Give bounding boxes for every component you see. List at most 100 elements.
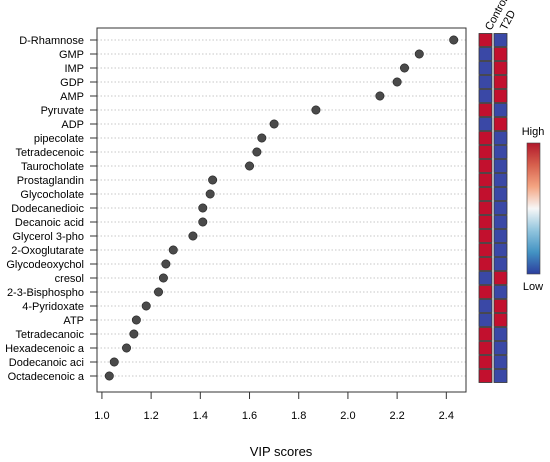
heatmap-cell (478, 215, 493, 229)
x-tick-label: 2.4 (439, 410, 454, 422)
x-axis: 1.0 1.2 1.4 1.6 1.8 2.0 2.2 2.4 (94, 392, 454, 422)
data-point (161, 259, 171, 269)
heatmap-cell (478, 369, 493, 383)
heatmap-cell (493, 243, 508, 257)
heatmap-cell (493, 201, 508, 215)
legend-high-label: High (522, 126, 545, 138)
data-point (449, 35, 459, 45)
data-point (188, 231, 198, 241)
heatmap-cell (478, 159, 493, 173)
heatmap-cell (478, 33, 493, 47)
heatmap-cell (478, 229, 493, 243)
data-point (158, 273, 168, 283)
heatmap-cell (493, 131, 508, 145)
x-tick-label: 1.2 (143, 410, 158, 422)
x-tick-label: 1.0 (94, 410, 109, 422)
y-tick-label: Tetradecanoic (16, 329, 85, 341)
y-tick-label: Octadecenoic a (8, 371, 85, 383)
heatmap-cell (478, 187, 493, 201)
heatmap-cell (493, 145, 508, 159)
heatmap-cell (478, 89, 493, 103)
x-tick-label: 1.8 (291, 410, 306, 422)
heatmap-cell (478, 173, 493, 187)
y-tick-label: ADP (61, 119, 84, 131)
x-tick-label: 2.0 (340, 410, 355, 422)
data-point (414, 49, 424, 59)
data-point (392, 77, 402, 87)
x-tick-label: 1.6 (242, 410, 257, 422)
heatmap-cell (478, 75, 493, 89)
heatmap-cell (478, 355, 493, 369)
y-tick-label: Hexadecenoic a (5, 343, 85, 355)
y-tick-label: Decanoic acid (15, 217, 84, 229)
data-point (257, 133, 267, 143)
heatmap-cell (478, 117, 493, 131)
y-tick-label: GDP (60, 77, 84, 89)
legend-low-label: Low (523, 281, 543, 293)
heatmap-cell (493, 341, 508, 355)
data-point (198, 217, 208, 227)
heatmap-cell (493, 159, 508, 173)
x-axis-title: VIP scores (250, 444, 313, 459)
y-tick-label: Prostaglandin (17, 175, 84, 187)
heatmap-cell (493, 173, 508, 187)
y-tick-label: Dodecanoic aci (9, 357, 84, 369)
y-tick-label: IMP (64, 63, 84, 75)
data-point (208, 175, 218, 185)
y-tick-label: pipecolate (34, 133, 84, 145)
heatmap-cell (493, 33, 508, 47)
y-tick-label: 2-Oxoglutarate (11, 245, 84, 257)
heatmap-cell (493, 229, 508, 243)
data-point (198, 203, 208, 213)
y-tick-label: D-Rhamnose (19, 35, 84, 47)
data-point (269, 119, 279, 129)
data-points (104, 35, 459, 381)
data-point (311, 105, 321, 115)
y-tick-label: Glycerol 3-pho (12, 231, 84, 243)
y-tick-label: Pyruvate (41, 105, 84, 117)
data-point (141, 301, 151, 311)
heatmap-cell (493, 327, 508, 341)
y-tick-labels: D-Rhamnose GMP IMP GDP AMP Pyruvate ADP pipecol… (5, 35, 97, 383)
y-tick-label: Glycodeoxychol (6, 259, 84, 271)
gridlines (97, 39, 466, 377)
heatmap-cell (478, 131, 493, 145)
y-tick-label: 2-3-Bisphospho (7, 287, 84, 299)
data-point (168, 245, 178, 255)
heatmap-cell (493, 355, 508, 369)
data-point (109, 357, 119, 367)
plot-frame (96, 27, 467, 393)
heatmap-cell (478, 61, 493, 75)
heatmap-cell (478, 313, 493, 327)
heatmap-cell (478, 327, 493, 341)
y-tick-label: AMP (60, 91, 84, 103)
heatmap-cell (478, 341, 493, 355)
x-tick-label: 1.4 (193, 410, 208, 422)
data-point (252, 147, 262, 157)
heatmap-cell (478, 243, 493, 257)
heatmap-cell (493, 61, 508, 75)
heatmap-cell (478, 299, 493, 313)
y-tick-label: Tetradecenoic (16, 147, 85, 159)
x-tick-label: 2.2 (389, 410, 404, 422)
heatmap-cell (493, 313, 508, 327)
data-point (129, 329, 139, 339)
heatmap-cell (493, 75, 508, 89)
heatmap-cell (493, 117, 508, 131)
legend-gradient-bar (526, 142, 541, 275)
data-point (245, 161, 255, 171)
data-point (154, 287, 164, 297)
data-point (399, 63, 409, 73)
y-tick-label: GMP (59, 49, 84, 61)
heatmap-cell (493, 47, 508, 61)
y-tick-label: cresol (55, 273, 84, 285)
data-point (375, 91, 385, 101)
heatmap-cell (478, 201, 493, 215)
heatmap-cell (493, 257, 508, 271)
heatmap-cell (478, 271, 493, 285)
heatmap-cell (493, 271, 508, 285)
heatmap-cell (478, 285, 493, 299)
heatmap-cell (493, 103, 508, 117)
